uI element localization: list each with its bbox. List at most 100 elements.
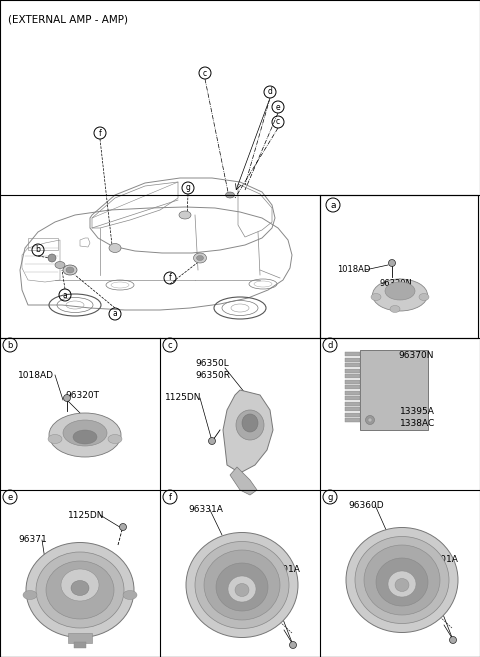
Ellipse shape: [61, 569, 99, 601]
Text: 96301A: 96301A: [265, 566, 300, 574]
Circle shape: [208, 438, 216, 445]
Text: 96301A: 96301A: [423, 556, 458, 564]
Text: 96350L: 96350L: [195, 359, 229, 367]
Text: c: c: [203, 68, 207, 78]
Bar: [74, 642, 86, 648]
Bar: [345, 374, 360, 378]
Text: 1018AD: 1018AD: [18, 371, 54, 380]
Circle shape: [48, 254, 56, 262]
Text: c: c: [276, 118, 280, 127]
Ellipse shape: [55, 261, 65, 269]
Ellipse shape: [193, 253, 206, 263]
Text: c: c: [168, 340, 172, 350]
Ellipse shape: [235, 583, 249, 597]
Ellipse shape: [216, 563, 268, 611]
Text: 13395A: 13395A: [400, 407, 435, 417]
Ellipse shape: [71, 581, 89, 595]
Ellipse shape: [355, 537, 449, 623]
Bar: [320, 195, 478, 338]
Circle shape: [63, 394, 71, 401]
Ellipse shape: [376, 558, 428, 606]
Polygon shape: [223, 390, 273, 473]
Ellipse shape: [123, 591, 137, 599]
Text: d: d: [267, 87, 273, 97]
Text: e: e: [276, 102, 280, 112]
Bar: [345, 396, 360, 400]
Ellipse shape: [195, 541, 289, 629]
Ellipse shape: [63, 420, 107, 446]
Ellipse shape: [49, 413, 121, 457]
Ellipse shape: [242, 414, 258, 432]
Bar: [345, 413, 360, 417]
Text: 96360D: 96360D: [348, 501, 384, 509]
Text: 96320T: 96320T: [65, 390, 99, 399]
Text: 96320N: 96320N: [380, 279, 413, 288]
Text: e: e: [7, 493, 12, 501]
Ellipse shape: [66, 267, 74, 273]
Text: a: a: [113, 309, 118, 319]
Bar: [345, 418, 360, 422]
Bar: [345, 401, 360, 405]
Bar: [345, 380, 360, 384]
Polygon shape: [230, 467, 257, 495]
Circle shape: [289, 641, 297, 648]
Ellipse shape: [63, 265, 77, 275]
Ellipse shape: [108, 434, 122, 443]
Text: a: a: [62, 290, 67, 300]
Text: b: b: [7, 340, 12, 350]
Text: f: f: [98, 129, 101, 137]
Ellipse shape: [364, 545, 440, 615]
Bar: [68, 633, 92, 643]
Ellipse shape: [196, 256, 204, 260]
Bar: [345, 407, 360, 411]
Ellipse shape: [371, 294, 381, 300]
Text: g: g: [327, 493, 333, 501]
Text: d: d: [327, 340, 333, 350]
Bar: [345, 357, 360, 361]
Text: g: g: [186, 183, 191, 193]
Circle shape: [368, 418, 372, 422]
Ellipse shape: [419, 294, 429, 300]
Bar: [345, 385, 360, 389]
Ellipse shape: [388, 571, 416, 597]
Ellipse shape: [73, 430, 97, 444]
Text: 96331A: 96331A: [188, 505, 223, 514]
Ellipse shape: [46, 561, 114, 619]
Ellipse shape: [36, 552, 124, 628]
Circle shape: [388, 260, 396, 267]
Text: 96370N: 96370N: [398, 350, 433, 359]
Ellipse shape: [226, 192, 235, 198]
Text: a: a: [330, 200, 336, 210]
Text: 1338AC: 1338AC: [400, 419, 435, 428]
Text: 1125DN: 1125DN: [165, 394, 202, 403]
Ellipse shape: [204, 550, 280, 620]
Ellipse shape: [236, 410, 264, 440]
Ellipse shape: [385, 282, 415, 300]
Circle shape: [365, 415, 374, 424]
Ellipse shape: [395, 579, 409, 591]
Bar: [360, 350, 428, 430]
Ellipse shape: [179, 211, 191, 219]
Bar: [345, 352, 360, 356]
Text: 1125DN: 1125DN: [68, 510, 105, 520]
Ellipse shape: [228, 576, 256, 602]
Bar: [345, 363, 360, 367]
Text: 96371: 96371: [18, 535, 47, 545]
Ellipse shape: [23, 591, 37, 599]
Ellipse shape: [346, 528, 458, 633]
Circle shape: [120, 524, 127, 530]
Bar: [345, 369, 360, 373]
Text: f: f: [168, 493, 171, 501]
Ellipse shape: [390, 306, 400, 313]
Ellipse shape: [372, 279, 428, 311]
Ellipse shape: [48, 434, 62, 443]
Bar: [345, 390, 360, 394]
Text: b: b: [36, 246, 40, 254]
Text: 96350R: 96350R: [195, 371, 230, 380]
Text: (EXTERNAL AMP - AMP): (EXTERNAL AMP - AMP): [8, 14, 128, 24]
Ellipse shape: [26, 543, 134, 637]
Text: 1018AD: 1018AD: [337, 265, 371, 275]
Bar: [28, 238, 58, 250]
Text: f: f: [168, 273, 171, 283]
Circle shape: [449, 637, 456, 643]
